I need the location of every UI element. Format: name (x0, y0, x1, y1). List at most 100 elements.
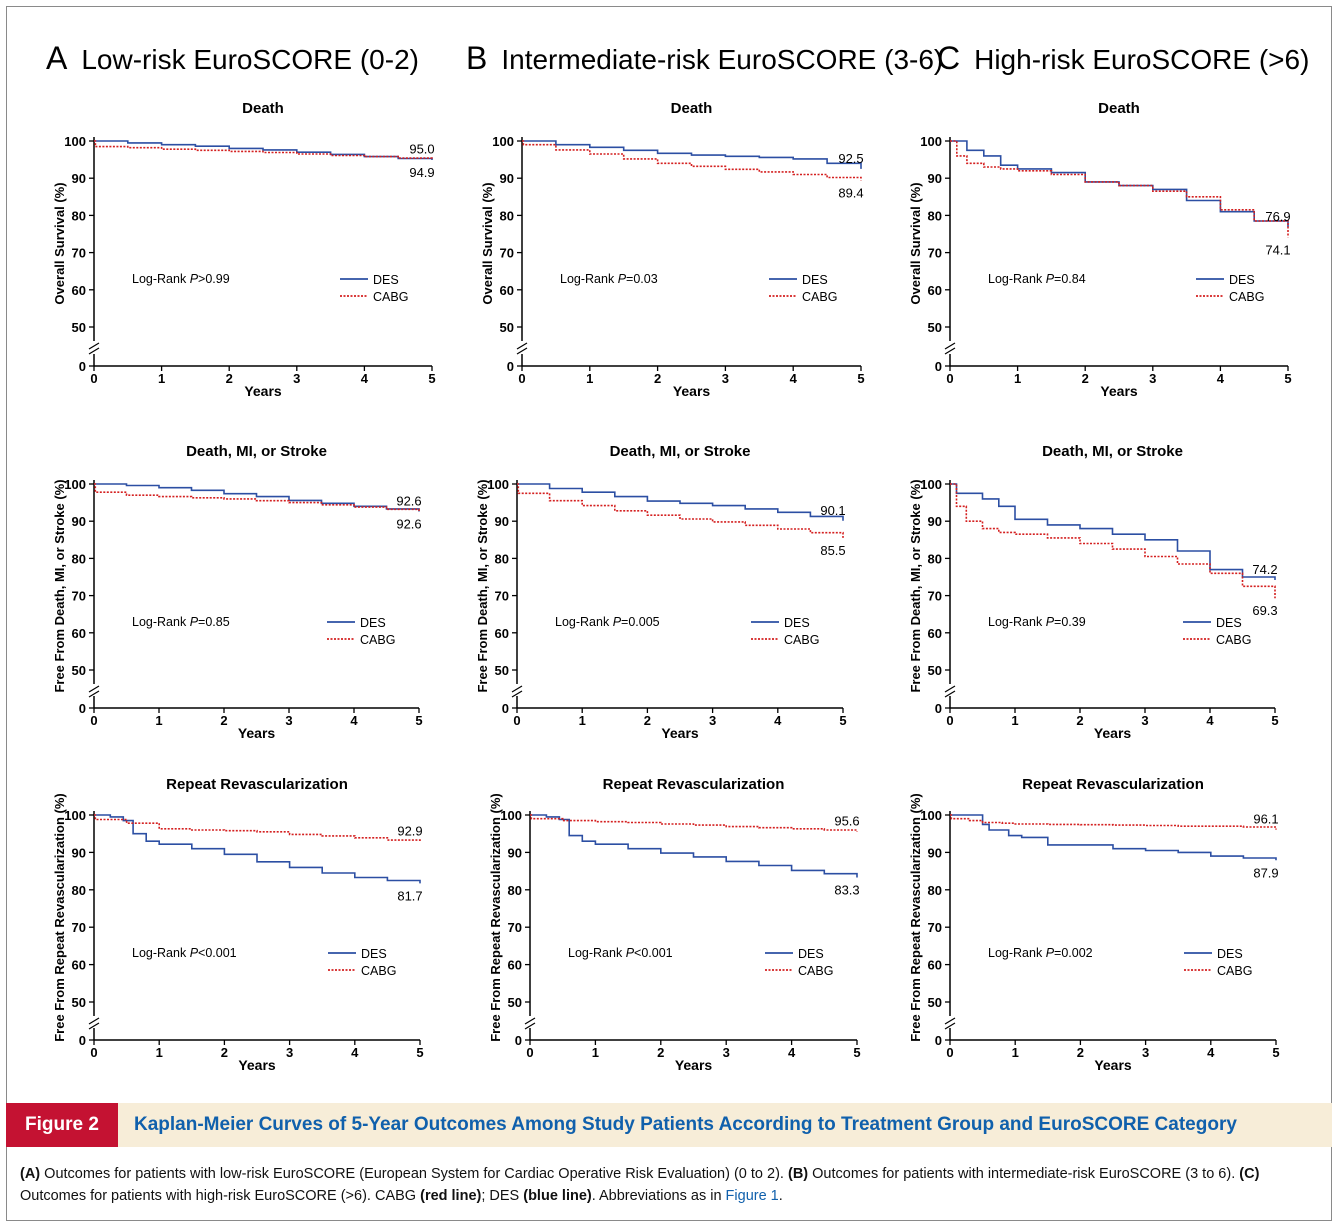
y-tick-label: 90 (928, 171, 942, 186)
log-rank-value: =0.39 (1054, 615, 1086, 629)
series-line-des (94, 483, 420, 512)
log-rank-value: =0.002 (1054, 946, 1093, 960)
axis-break-mark (944, 685, 956, 693)
x-tick-label: 0 (526, 1045, 533, 1060)
series-line-des (950, 483, 1276, 580)
legend-label-cabg: CABG (784, 633, 819, 647)
log-rank-annotation: Log-Rank P>0.99 (132, 272, 230, 286)
legend-label-des: DES (1216, 616, 1242, 630)
log-rank-prefix: Log-Rank (555, 615, 613, 629)
x-tick-label: 5 (857, 371, 864, 386)
caption-text-mid: ; DES (481, 1188, 524, 1204)
y-tick-label: 50 (500, 320, 514, 335)
x-tick-label: 1 (592, 1045, 599, 1060)
y-axis-label: Free From Repeat Revascularization (%) (52, 793, 67, 1042)
y-tick-label: 80 (72, 883, 86, 898)
caption-text-end: . Abbreviations as in (591, 1188, 726, 1204)
y-tick-label: 90 (508, 845, 522, 860)
axis-break-mark (944, 1017, 956, 1025)
x-tick-label: 4 (788, 1045, 796, 1060)
x-tick-label: 3 (1149, 371, 1156, 386)
figure-label: Figure 2 (6, 1103, 118, 1147)
legend-label-des: DES (361, 947, 387, 961)
log-rank-value: <0.001 (198, 946, 237, 960)
series-line-cabg (517, 483, 844, 538)
log-rank-p: P (626, 946, 635, 960)
series-line-cabg (530, 814, 858, 832)
y-tick-label: 60 (928, 283, 942, 298)
x-tick-label: 2 (1077, 1045, 1084, 1060)
series-line-cabg (94, 483, 420, 512)
log-rank-value: =0.84 (1054, 272, 1086, 286)
y-tick-label: 80 (928, 208, 942, 223)
x-tick-label: 2 (221, 1045, 228, 1060)
x-tick-label: 3 (1141, 713, 1148, 728)
y-axis-label: Free From Death, MI, or Stroke (%) (908, 479, 923, 692)
y-tick-label: 80 (72, 551, 86, 566)
x-tick-label: 4 (1217, 371, 1225, 386)
km-chart-2: Death 100 90 80 70 60 50 00 1 2 3 4 5 Years Overall Su… (480, 100, 865, 399)
y-tick-label: 90 (72, 845, 86, 860)
y-tick-label: 0 (79, 1033, 86, 1048)
x-tick-label: 5 (428, 371, 435, 386)
chart-title: Repeat Revascularization (1022, 776, 1204, 793)
axis-break-mark (516, 342, 528, 350)
y-tick-label: 0 (507, 359, 514, 374)
end-label-lower: 87.9 (1253, 865, 1278, 880)
end-label-upper: 90.1 (820, 503, 845, 518)
figure-frame (6, 6, 1332, 1221)
axis-break-mark (524, 1022, 536, 1030)
chart-title: Death, MI, or Stroke (186, 443, 327, 460)
panel-letter-b: B (466, 40, 488, 76)
x-tick-label: 2 (644, 713, 651, 728)
x-tick-label: 3 (285, 713, 292, 728)
figure-1-link[interactable]: Figure 1 (725, 1188, 779, 1204)
axis-break-mark (88, 685, 100, 693)
x-axis-label: Years (675, 1057, 713, 1073)
x-tick-label: 1 (155, 713, 162, 728)
y-tick-label: 100 (64, 477, 86, 492)
legend-label-des: DES (373, 273, 399, 287)
end-label-upper: 92.6 (396, 494, 421, 509)
caption-tag-a: (A) (20, 1166, 41, 1182)
log-rank-value: =0.005 (621, 615, 660, 629)
end-label-lower: 81.7 (397, 888, 422, 903)
chart-title: Death (1098, 100, 1140, 117)
x-tick-label: 1 (586, 371, 593, 386)
end-label-upper: 92.9 (397, 824, 422, 839)
km-chart-3: Death 100 90 80 70 60 50 00 1 2 3 4 5 Years Overall Su… (908, 100, 1292, 399)
axis-break-mark (88, 1022, 100, 1030)
y-tick-label: 100 (64, 134, 86, 149)
end-label-upper: 92.5 (838, 151, 863, 166)
log-rank-prefix: Log-Rank (988, 946, 1046, 960)
x-tick-label: 5 (839, 713, 846, 728)
y-tick-label: 50 (508, 995, 522, 1010)
legend-label-cabg: CABG (802, 290, 837, 304)
x-tick-label: 3 (286, 1045, 293, 1060)
series-line-cabg (950, 814, 1277, 830)
y-tick-label: 100 (487, 477, 509, 492)
series-line-des (522, 140, 862, 169)
km-chart-8: Repeat Revascularization 100 90 80 70 60 50 00 1… (488, 776, 861, 1073)
x-axis-label: Years (1100, 383, 1138, 399)
y-tick-label: 0 (935, 359, 942, 374)
y-tick-label: 60 (500, 283, 514, 298)
end-label-upper: 76.9 (1265, 209, 1290, 224)
x-tick-label: 0 (513, 713, 520, 728)
legend-label-cabg: CABG (360, 633, 395, 647)
legend-label-cabg: CABG (373, 290, 408, 304)
log-rank-p: P (1046, 615, 1055, 629)
y-tick-label: 90 (72, 171, 86, 186)
x-tick-label: 0 (946, 1045, 953, 1060)
x-tick-label: 3 (293, 371, 300, 386)
x-tick-label: 5 (1271, 713, 1278, 728)
caption-red-line: (red line) (420, 1188, 482, 1204)
log-rank-annotation: Log-Rank P=0.002 (988, 946, 1093, 960)
end-label-lower: 92.6 (396, 517, 421, 532)
axis-break-mark (944, 347, 956, 355)
x-tick-label: 0 (90, 371, 97, 386)
y-tick-label: 80 (508, 883, 522, 898)
x-tick-label: 2 (1082, 371, 1089, 386)
legend-label-des: DES (802, 273, 828, 287)
end-label-upper: 96.1 (1253, 812, 1278, 827)
